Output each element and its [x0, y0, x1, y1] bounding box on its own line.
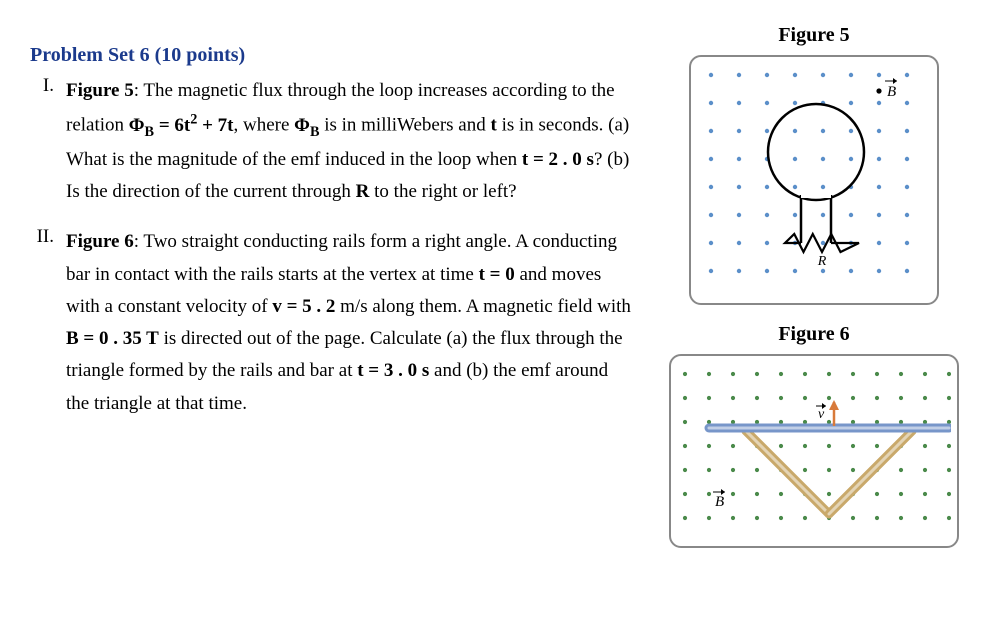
svg-text:B: B: [887, 84, 896, 100]
problem-1-text: Figure 5: The magnetic flux through the …: [66, 75, 636, 208]
problem-2-text: Figure 6: Two straight conducting rails …: [66, 226, 636, 420]
problem-1-roman: I.: [30, 75, 66, 208]
svg-text:R: R: [817, 254, 827, 269]
svg-text:v: v: [818, 407, 825, 422]
fig5-ref: Figure 5: [66, 80, 134, 101]
svg-text:B: B: [715, 494, 724, 510]
problem-2-roman: II.: [30, 226, 66, 420]
figure-6: vB: [669, 354, 959, 548]
figure-6-svg: vB: [679, 364, 951, 532]
fig6-ref: Figure 6: [66, 231, 134, 252]
problem-2: II. Figure 6: Two straight conducting ra…: [30, 226, 636, 420]
figure-5-svg: RB: [701, 67, 929, 287]
figure-5-caption: Figure 5: [664, 24, 964, 47]
page-title: Problem Set 6 (10 points): [30, 44, 636, 67]
figure-6-caption: Figure 6: [664, 323, 964, 346]
figure-5: RB: [689, 55, 939, 305]
problem-1: I. Figure 5: The magnetic flux through t…: [30, 75, 636, 208]
